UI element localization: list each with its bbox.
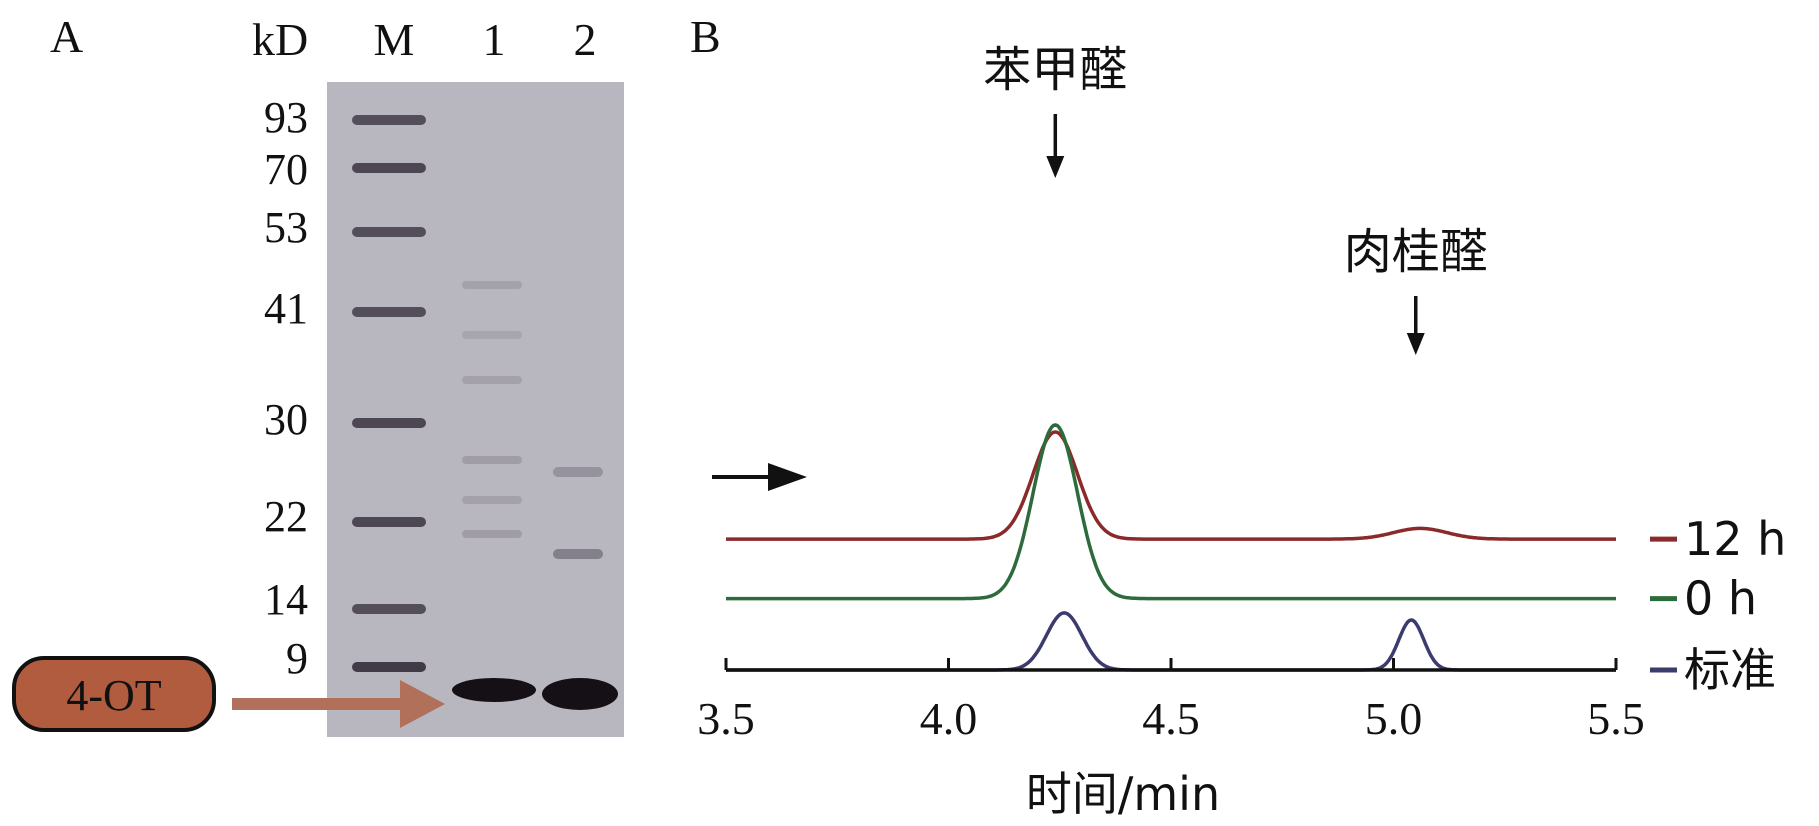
series-line-1 xyxy=(726,423,1616,601)
gel-bands xyxy=(352,115,618,710)
x-axis-label: 时间/min xyxy=(1026,767,1220,821)
marker-9: 9 xyxy=(286,634,308,683)
legend-label-1: 0 h xyxy=(1684,572,1757,626)
band-arrow xyxy=(232,680,445,728)
peak-annotation-arrowhead xyxy=(1046,156,1065,178)
marker-band xyxy=(352,604,426,614)
unit-label: kD xyxy=(252,14,308,65)
faint-band xyxy=(462,496,522,504)
x-tick-label: 3.5 xyxy=(697,693,755,744)
peak-annotation-label: 肉桂醛 xyxy=(1344,224,1488,280)
faint-band xyxy=(462,376,522,384)
faint-band xyxy=(462,331,522,339)
marker-14: 14 xyxy=(264,575,308,624)
faint-band xyxy=(462,530,522,538)
faint-band xyxy=(462,281,522,289)
legend-label-2: 标准 xyxy=(1684,643,1776,697)
sample-injection-arrow xyxy=(712,463,807,491)
faint-band xyxy=(553,467,603,477)
protein-band-lane-2 xyxy=(542,678,618,710)
protein-tag-box xyxy=(12,656,216,732)
lane-label-1: 1 xyxy=(483,14,506,65)
peak-annotation-label: 苯甲醛 xyxy=(983,42,1127,98)
marker-53: 53 xyxy=(264,203,308,252)
marker-band xyxy=(352,115,426,125)
marker-band xyxy=(352,662,426,672)
x-tick-label: 4.5 xyxy=(1142,693,1200,744)
panel-b-label: B xyxy=(690,11,721,62)
x-tick-label: 5.0 xyxy=(1365,693,1423,744)
faint-band xyxy=(462,456,522,464)
x-tick-label: 5.5 xyxy=(1587,693,1645,744)
x-tick-label: 4.0 xyxy=(920,693,978,744)
series-line-0 xyxy=(726,430,1616,541)
marker-band xyxy=(352,418,426,428)
protein-tag-label: 4-OT xyxy=(66,671,161,720)
marker-41: 41 xyxy=(264,284,308,333)
lane-label-2: 2 xyxy=(574,14,597,65)
panel-a-label: A xyxy=(50,11,83,62)
marker-93: 93 xyxy=(264,93,308,142)
legend-label-0: 12 h xyxy=(1684,512,1786,566)
peak-annotation-arrowhead xyxy=(1406,333,1425,355)
marker-band xyxy=(352,517,426,527)
faint-band xyxy=(553,549,603,559)
lane-label-m: M xyxy=(374,14,415,65)
marker-70: 70 xyxy=(264,145,308,194)
marker-band xyxy=(352,163,426,173)
marker-band xyxy=(352,227,426,237)
marker-22: 22 xyxy=(264,492,308,541)
marker-band xyxy=(352,307,426,317)
protein-band-lane-1 xyxy=(452,678,536,702)
marker-30: 30 xyxy=(264,395,308,444)
x-axis: 3.5 4.0 4.5 5.0 5.5 xyxy=(697,658,1645,744)
gel-image xyxy=(327,82,624,737)
